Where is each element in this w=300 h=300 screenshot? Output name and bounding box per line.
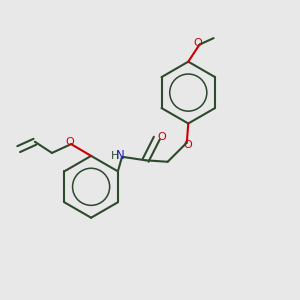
Text: H: H xyxy=(111,151,119,160)
Text: O: O xyxy=(158,132,167,142)
Text: N: N xyxy=(116,149,124,162)
Text: O: O xyxy=(183,140,192,150)
Text: O: O xyxy=(65,137,74,147)
Text: O: O xyxy=(193,38,202,48)
